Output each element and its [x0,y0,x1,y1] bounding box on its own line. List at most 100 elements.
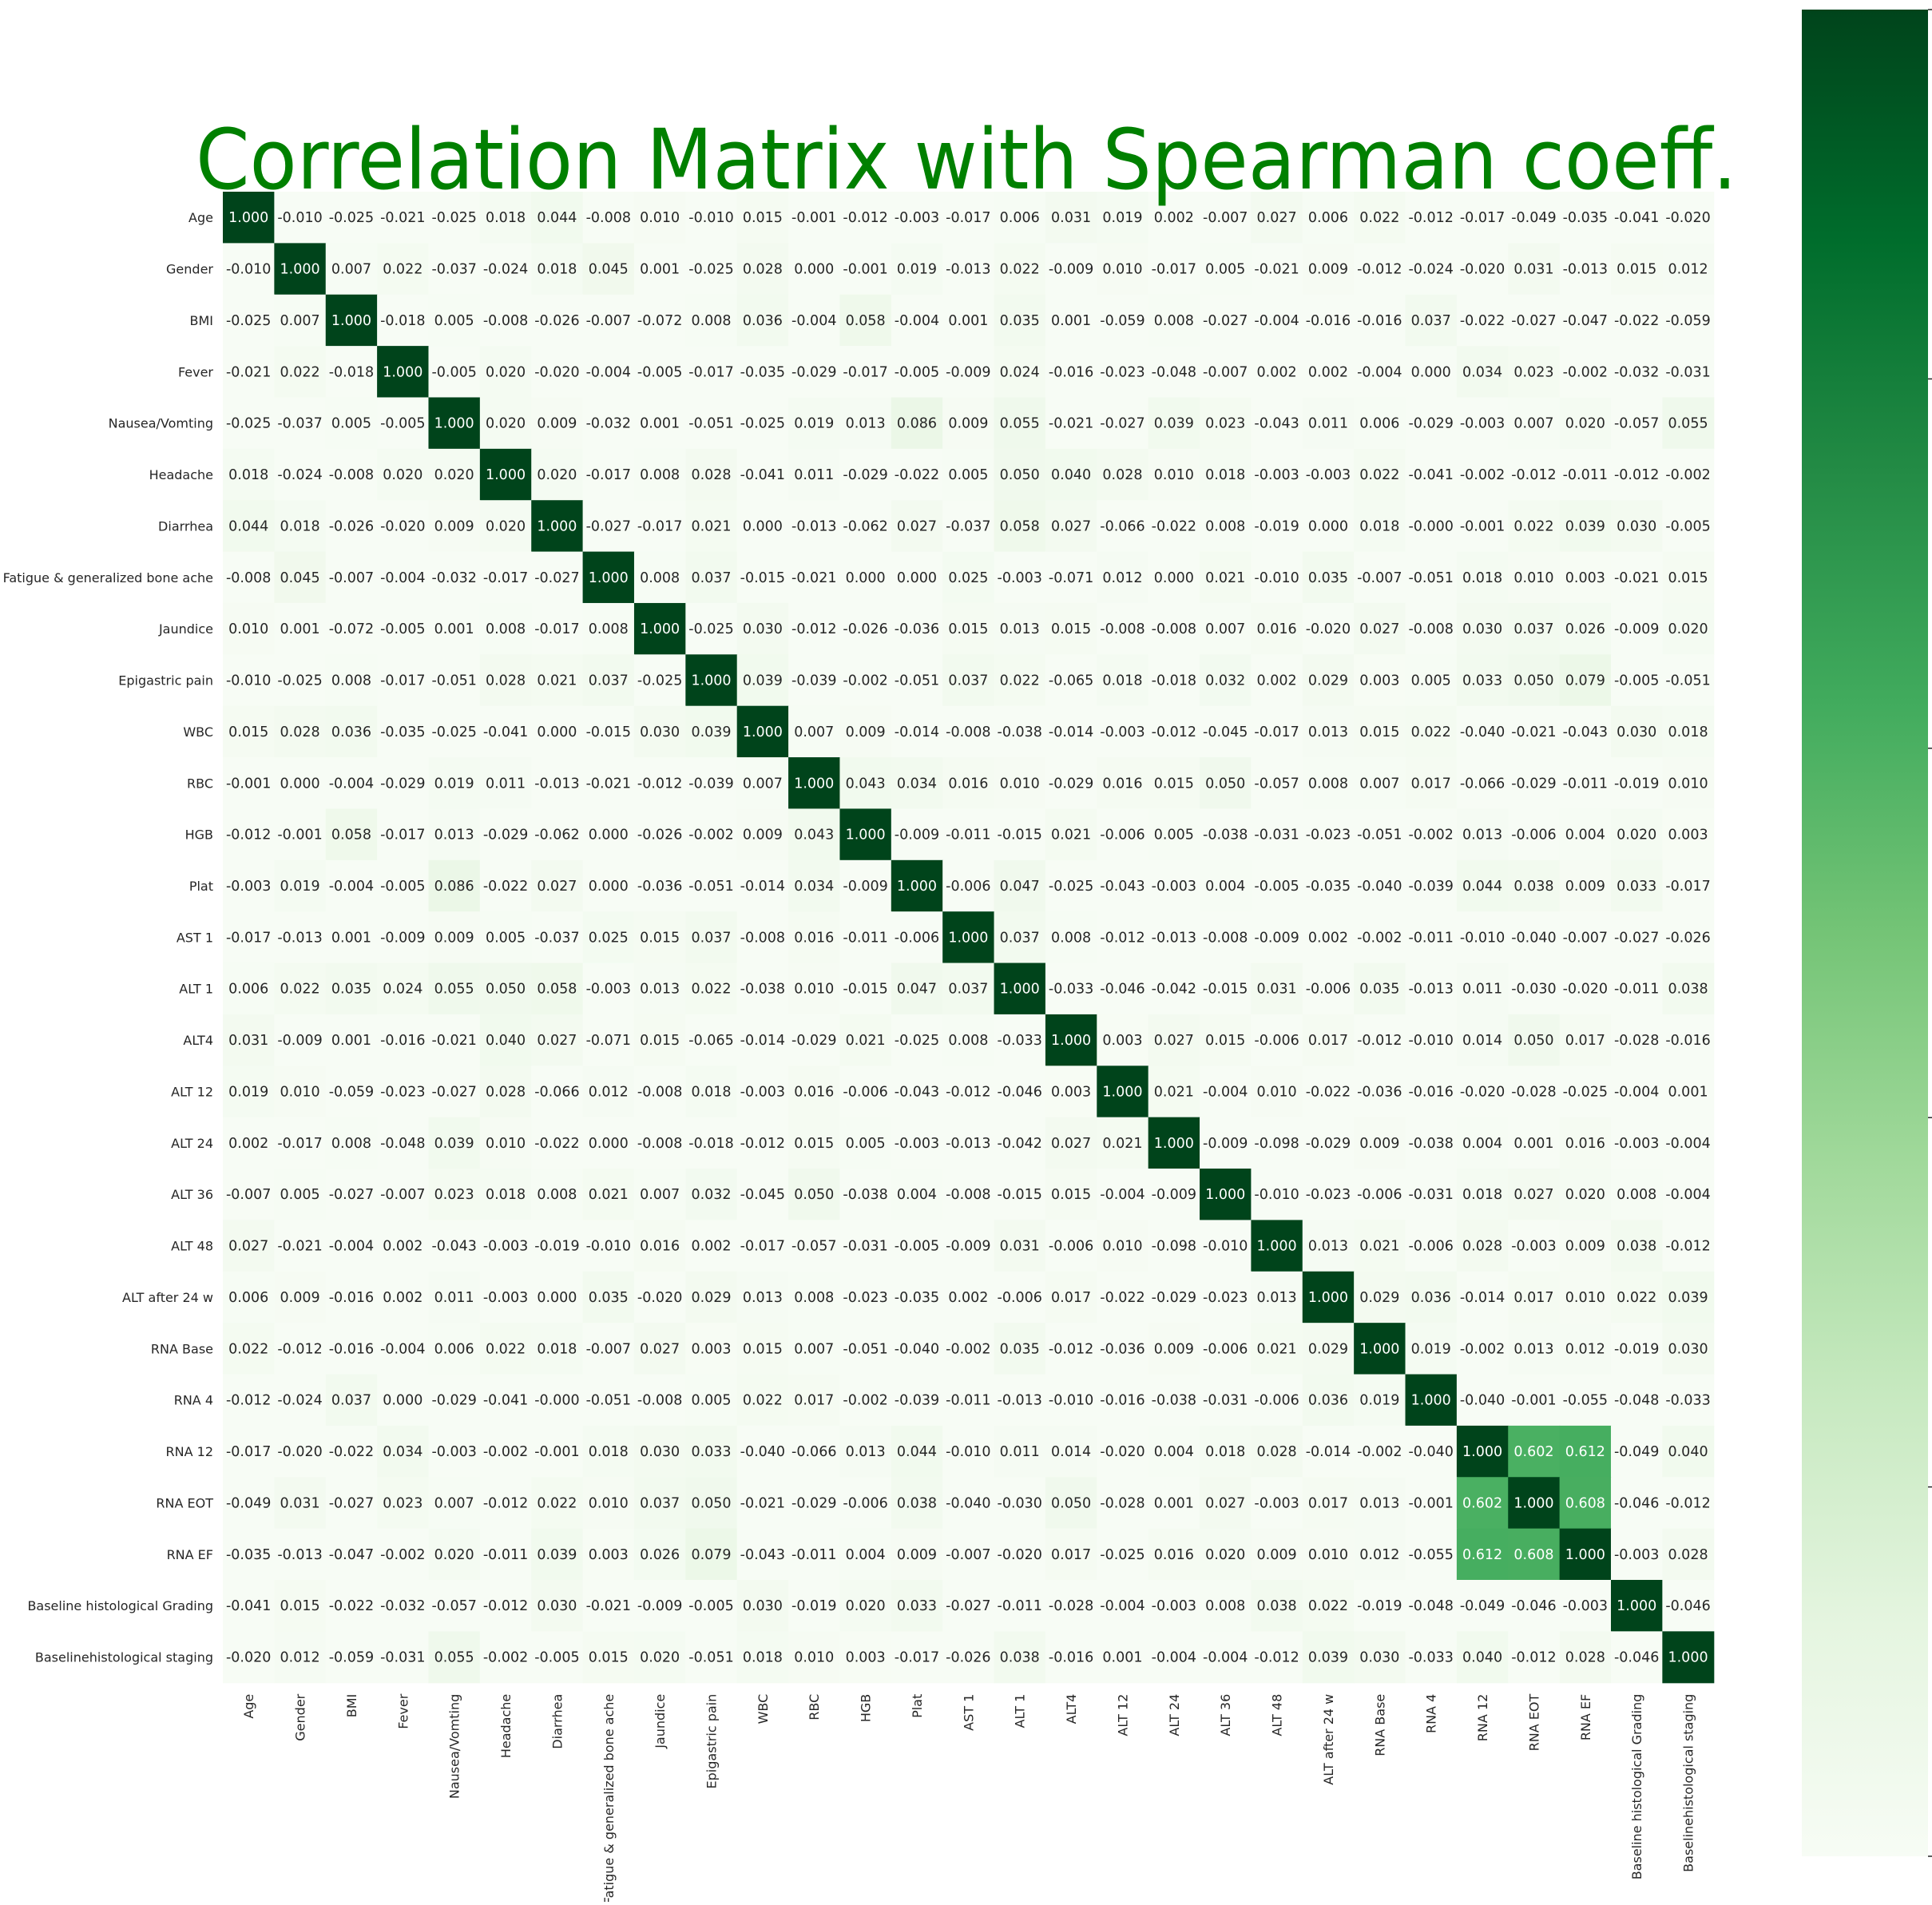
heatmap-cell [1354,448,1406,501]
heatmap-cell [428,1066,481,1118]
heatmap-cell [891,192,943,244]
heatmap-cell [891,1425,943,1478]
heatmap-cell [788,294,841,347]
y-tick-label: WBC [183,724,213,740]
heatmap-cell [633,859,686,912]
cell-value-label: 0.001 [640,416,680,432]
heatmap-cell [377,448,430,501]
heatmap-cell [1251,962,1303,1015]
heatmap-cell [788,500,841,553]
cell-value-label: 0.002 [1257,673,1297,689]
heatmap-cell [1610,1323,1663,1375]
cell-value-label: 0.055 [434,1650,474,1666]
heatmap-cell [377,1579,430,1632]
cell-value-label: -0.002 [1460,1341,1505,1357]
cell-value-label: 0.037 [640,1495,680,1511]
x-tick-label: Plat [910,1694,925,1718]
heatmap-cell [1045,192,1097,244]
cell-value-label: -0.006 [946,879,990,895]
cell-value-label: 0.014 [1051,1444,1091,1460]
heatmap-cell [223,1117,275,1169]
cell-value-label: -0.008 [637,1136,682,1152]
heatmap-cell [479,705,532,758]
heatmap-cell [1148,551,1200,604]
heatmap-cell [1456,397,1509,450]
heatmap-cell [531,500,584,553]
cell-value-label: -0.037 [431,262,476,278]
heatmap-cell [428,1117,481,1169]
heatmap-cell [685,397,738,450]
heatmap-cell [1405,962,1458,1015]
cell-value-label: 0.013 [1257,1290,1297,1306]
heatmap-cell [994,859,1046,912]
heatmap-cell [685,757,738,810]
heatmap-cell [839,397,892,450]
heatmap-cell [1354,294,1406,347]
cell-value-label: 0.036 [743,313,783,329]
heatmap-cell [685,1220,738,1272]
heatmap-cell [891,654,943,707]
heatmap-cell [891,1066,943,1118]
heatmap-cell [479,243,532,296]
cell-value-label: 1.000 [589,570,629,586]
cell-value-label: 0.047 [897,982,937,998]
cell-value-label: -0.004 [791,313,836,329]
cell-value-label: 0.023 [434,1187,474,1203]
heatmap-cell [942,397,995,450]
cell-value-label: 0.005 [1411,673,1451,689]
heatmap-cell [891,1477,943,1530]
cell-value-label: -0.011 [1563,467,1608,483]
cell-value-label: -0.000 [534,1393,579,1409]
heatmap-cell [1405,705,1458,758]
cell-value-label: 0.027 [1513,1187,1553,1203]
heatmap-cell [274,602,327,655]
cell-value-label: 0.005 [280,1187,320,1203]
heatmap-cell [891,962,943,1015]
heatmap-cell [428,911,481,964]
cell-value-label: -0.001 [1511,1393,1556,1409]
cell-value-label: 0.027 [1205,1495,1245,1511]
cell-value-label: -0.009 [946,364,990,380]
cell-value-label: 1.000 [1462,1444,1502,1460]
heatmap-cell [377,911,430,964]
cell-value-label: 0.017 [1513,1290,1553,1306]
heatmap-cell [1405,757,1458,810]
heatmap-cell [1251,192,1303,244]
cell-value-label: 0.039 [691,724,731,740]
cell-value-label: -0.006 [1203,1341,1248,1357]
heatmap-cell [1045,705,1097,758]
heatmap-cell [223,757,275,810]
heatmap-cell [1354,962,1406,1015]
cell-value-label: 0.007 [280,313,320,329]
cell-value-label: -0.065 [1049,673,1093,689]
cell-value-label: -0.004 [1665,1136,1710,1152]
cell-value-label: -0.009 [637,1598,682,1614]
cell-value-label: 0.037 [1000,930,1040,946]
cell-value-label: -0.035 [380,724,425,740]
heatmap-cell [1251,243,1303,296]
cell-value-label: 0.004 [1205,879,1245,895]
heatmap-cell [1148,1579,1200,1632]
heatmap-cell [582,551,635,604]
heatmap-cell [325,654,378,707]
cell-value-label: 0.021 [1051,827,1091,843]
heatmap-cell [1045,1066,1097,1118]
cell-value-label: -0.026 [946,1650,990,1666]
cell-value-label: -0.028 [1049,1598,1093,1614]
heatmap-cell [377,551,430,604]
cell-value-label: -0.009 [1203,1136,1248,1152]
heatmap-cell [994,1631,1046,1684]
heatmap-cell [1610,1425,1663,1478]
cell-value-label: -0.003 [483,1290,528,1306]
heatmap-cell [1045,1014,1097,1066]
cell-value-label: -0.051 [688,879,733,895]
heatmap-cell [582,1631,635,1684]
cell-value-label: -0.009 [1049,262,1093,278]
heatmap-cell [839,1374,892,1427]
heatmap-cell [1662,1425,1715,1478]
heatmap-cell [325,1323,378,1375]
heatmap-cell [1354,602,1406,655]
cell-value-label: 1.000 [948,930,988,946]
cell-value-label: -0.004 [329,879,374,895]
cell-value-label: 1.000 [794,776,834,792]
